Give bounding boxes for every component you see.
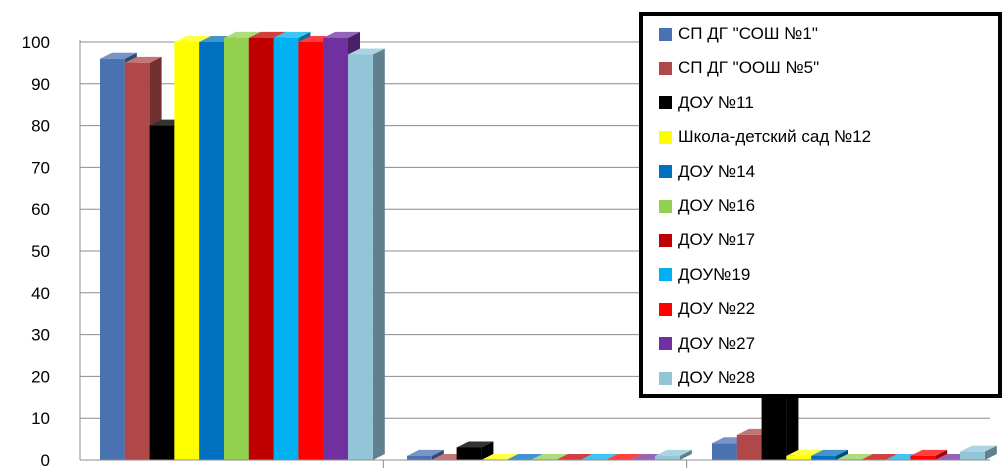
bar xyxy=(407,449,444,460)
legend-swatch xyxy=(659,27,672,41)
legend-swatch xyxy=(659,302,672,316)
legend-item: ДОУ №14 xyxy=(659,157,755,187)
bar xyxy=(960,445,997,460)
y-tick-label: 70 xyxy=(31,158,50,177)
bar xyxy=(836,454,873,460)
axes xyxy=(79,40,990,468)
bar xyxy=(580,454,618,460)
legend-swatch xyxy=(659,61,672,75)
legend-label: Школа-детский сад №12 xyxy=(678,127,872,147)
y-tick-label: 10 xyxy=(31,409,50,428)
legend-label: ДОУ №11 xyxy=(678,92,754,112)
legend-swatch xyxy=(659,96,672,110)
legend-label: ДОУ №16 xyxy=(678,196,756,215)
bar xyxy=(555,454,593,460)
bar xyxy=(506,454,543,460)
legend-label: СП ДГ "СОШ №1" xyxy=(678,24,818,43)
legend-swatch xyxy=(659,268,672,282)
bar xyxy=(481,454,519,460)
legend-label: ДОУ №14 xyxy=(678,161,756,181)
legend-label: ДОУ№19 xyxy=(678,264,751,284)
bar xyxy=(605,454,643,460)
legend-label: ДОУ №28 xyxy=(678,368,756,387)
legend-label: ДОУ №27 xyxy=(678,333,756,353)
legend-label: ДОУ №22 xyxy=(678,299,756,319)
y-tick-label: 60 xyxy=(31,200,50,219)
bar xyxy=(910,449,948,460)
bar xyxy=(531,454,568,460)
legend-label: СП ДГ "ООШ №5" xyxy=(678,58,820,78)
legend-swatch xyxy=(659,371,672,385)
legend-swatch xyxy=(659,130,672,144)
bar xyxy=(348,48,385,460)
bar xyxy=(456,441,494,460)
legend-item: ДОУ №22 xyxy=(659,294,755,324)
legend-swatch xyxy=(659,233,672,247)
legend-item: ДОУ №27 xyxy=(659,329,755,359)
y-tick-label: 30 xyxy=(31,326,50,345)
legend-swatch xyxy=(659,199,672,213)
legend-item: СП ДГ "ООШ №5" xyxy=(659,53,819,83)
legend-item: Школа-детский сад №12 xyxy=(659,122,871,152)
bar xyxy=(655,449,692,460)
y-tick-label: 100 xyxy=(22,33,50,52)
legend-label: ДОУ №17 xyxy=(678,230,756,250)
y-tick-label: 40 xyxy=(31,284,50,303)
y-axis-tick-labels: 0 10 20 30 40 50 60 70 80 90 100 xyxy=(22,33,50,470)
bar xyxy=(860,454,898,460)
legend-item: ДОУ№19 xyxy=(659,260,750,290)
y-tick-label: 90 xyxy=(31,75,50,94)
y-tick-label: 20 xyxy=(31,367,50,386)
legend-item: ДОУ №16 xyxy=(659,191,755,221)
legend-item: ДОУ №17 xyxy=(659,225,755,255)
bar xyxy=(811,449,848,460)
y-tick-label: 0 xyxy=(41,451,50,470)
legend-swatch xyxy=(659,337,672,351)
legend-item: СП ДГ "СОШ №1" xyxy=(659,19,818,49)
legend: СП ДГ "СОШ №1" СП ДГ "ООШ №5" ДОУ №11 Школа… xyxy=(639,12,1002,398)
y-tick-label: 50 xyxy=(31,242,50,261)
legend-swatch xyxy=(659,165,672,179)
legend-item: ДОУ №28 xyxy=(659,363,755,393)
legend-item: ДОУ №11 xyxy=(659,88,754,118)
y-tick-label: 80 xyxy=(31,117,50,136)
